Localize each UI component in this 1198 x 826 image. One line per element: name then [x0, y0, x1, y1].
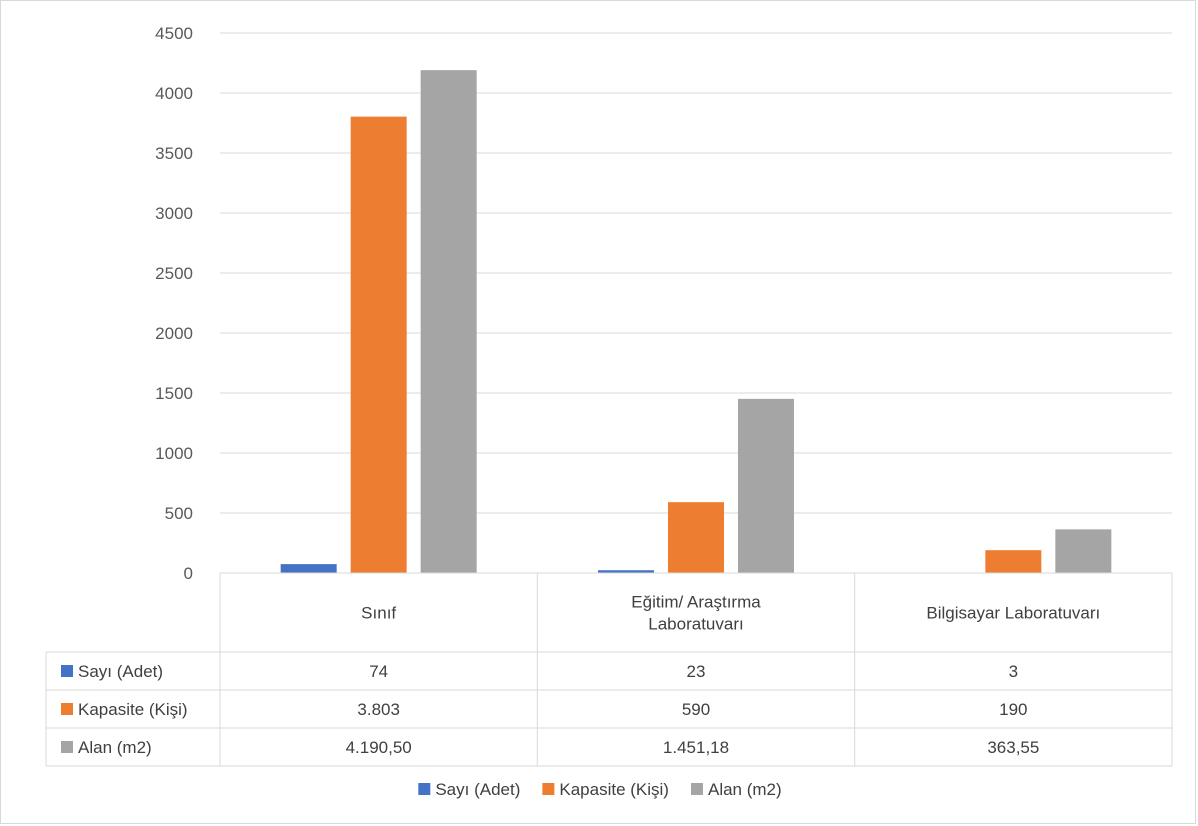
legend-key: [61, 703, 73, 715]
y-tick-label: 4000: [155, 84, 193, 103]
bar: [350, 116, 407, 573]
table-cell-value: 4.190,50: [346, 738, 412, 757]
category-label: Laboratuvarı: [648, 615, 743, 634]
y-tick-label: 2500: [155, 264, 193, 283]
table-series-label: Alan (m2): [78, 738, 152, 757]
legend-swatch: [418, 783, 431, 795]
table-cell-value: 3: [1009, 662, 1018, 681]
bar: [668, 502, 724, 573]
table-cell-value: 190: [999, 700, 1027, 719]
legend-key: [61, 741, 73, 753]
table-cell-value: 3.803: [357, 700, 400, 719]
table-series-label: Kapasite (Kişi): [78, 700, 188, 719]
y-tick-label: 1500: [155, 384, 193, 403]
category-label: Sınıf: [361, 604, 396, 623]
bar: [738, 398, 794, 573]
legend-label: Sayı (Adet): [435, 780, 520, 799]
table-cell-value: 590: [682, 700, 710, 719]
legend-key: [61, 665, 73, 677]
table-cell-value: 363,55: [987, 738, 1039, 757]
category-label: Bilgisayar Laboratuvarı: [926, 604, 1100, 623]
table-cell-value: 23: [687, 662, 706, 681]
legend-label: Alan (m2): [708, 780, 782, 799]
y-tick-label: 3000: [155, 204, 193, 223]
y-tick-label: 0: [184, 564, 193, 583]
y-tick-label: 2000: [155, 324, 193, 343]
y-tick-label: 3500: [155, 144, 193, 163]
legend-swatch: [542, 783, 555, 795]
bar: [598, 570, 654, 573]
bar: [1055, 529, 1112, 573]
table-cell-value: 1.451,18: [663, 738, 729, 757]
bar: [985, 550, 1042, 573]
category-label: Eğitim/ Araştırma: [631, 593, 761, 612]
table-series-label: Sayı (Adet): [78, 662, 163, 681]
y-tick-label: 4500: [155, 24, 193, 43]
legend-swatch: [690, 783, 703, 795]
y-tick-label: 500: [165, 504, 193, 523]
bar: [420, 70, 477, 573]
bar: [280, 564, 337, 573]
table-cell-value: 74: [369, 662, 388, 681]
legend-label: Kapasite (Kişi): [559, 780, 669, 799]
y-tick-label: 1000: [155, 444, 193, 463]
